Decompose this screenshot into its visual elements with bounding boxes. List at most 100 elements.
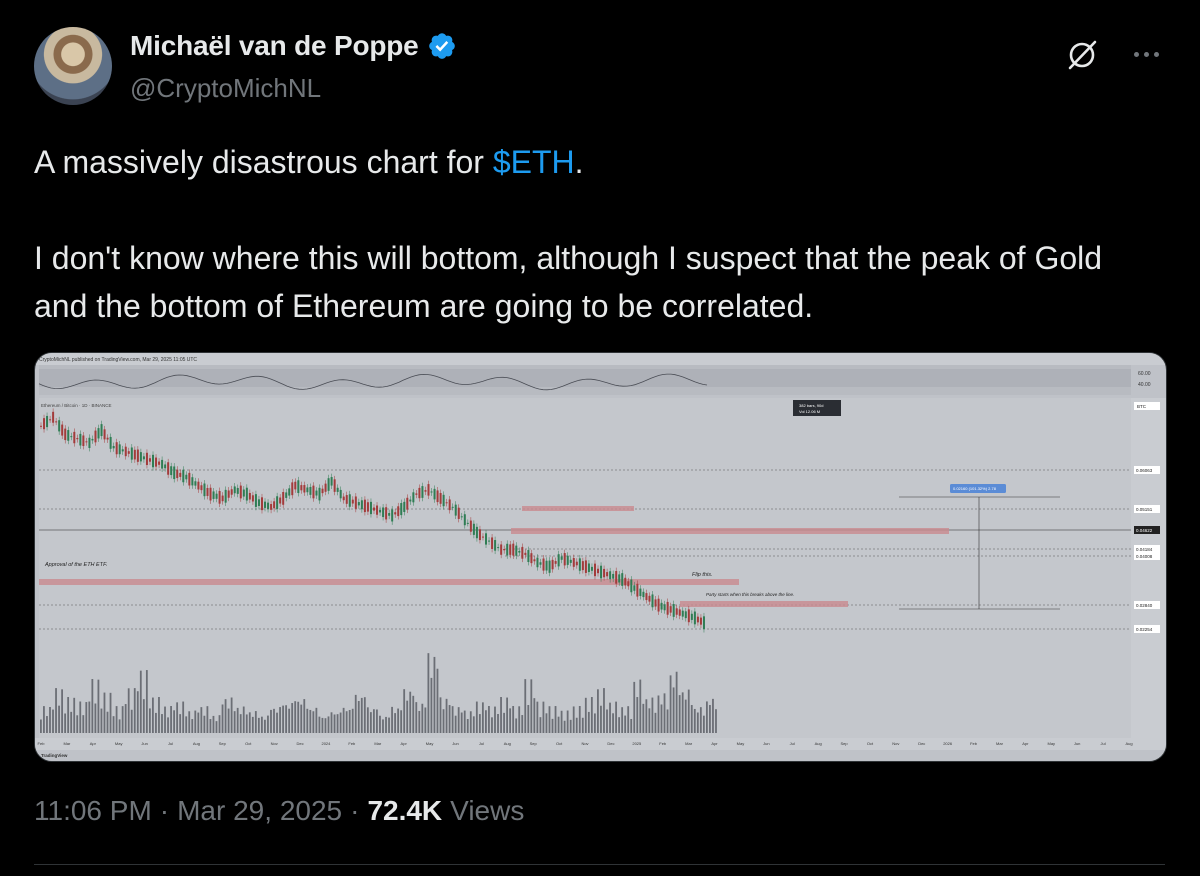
candle bbox=[200, 485, 203, 491]
post-date[interactable]: Mar 29, 2025 bbox=[177, 795, 343, 826]
volume-bar bbox=[684, 699, 687, 733]
candle bbox=[542, 558, 545, 571]
candle bbox=[512, 543, 515, 556]
candle bbox=[612, 573, 615, 579]
x-axis-label: Sep bbox=[530, 741, 538, 746]
author-display-name[interactable]: Michaël van de Poppe bbox=[130, 30, 419, 61]
candle bbox=[179, 472, 182, 477]
volume-bar bbox=[675, 671, 678, 733]
candle bbox=[330, 477, 333, 486]
x-axis-label: Oct bbox=[867, 741, 874, 746]
x-axis-label: Feb bbox=[348, 741, 356, 746]
volume-bar bbox=[324, 718, 327, 733]
candle bbox=[672, 604, 675, 617]
candle bbox=[363, 499, 366, 513]
x-axis-label: Nov bbox=[892, 741, 899, 746]
volume-bar bbox=[530, 679, 533, 733]
candle bbox=[245, 487, 248, 501]
price-label-box bbox=[1134, 545, 1160, 553]
author-handle[interactable]: @CryptoMichNL bbox=[130, 73, 322, 103]
volume-bar bbox=[439, 697, 442, 733]
candle bbox=[176, 469, 179, 479]
candle bbox=[699, 617, 702, 625]
volume-bar bbox=[618, 717, 621, 733]
volume-bar bbox=[73, 697, 76, 733]
candle bbox=[485, 533, 488, 545]
volume-bar bbox=[179, 714, 182, 733]
avatar[interactable] bbox=[34, 27, 112, 105]
volume-bar bbox=[136, 691, 139, 733]
price-label-box bbox=[1134, 625, 1160, 633]
candle bbox=[64, 428, 67, 441]
measure-label: 0.02160 (101.32%) 2.78 bbox=[953, 486, 997, 491]
cashtag-link[interactable]: $ETH bbox=[492, 144, 575, 180]
volume-bar bbox=[454, 715, 457, 733]
volume-bar bbox=[445, 698, 448, 733]
candle bbox=[142, 456, 145, 460]
candle bbox=[548, 560, 551, 573]
vol-info: Vol 12.06 M bbox=[799, 409, 820, 414]
candle bbox=[600, 565, 603, 579]
volume-bar bbox=[376, 709, 378, 733]
volume-bar bbox=[615, 701, 617, 733]
volume-bar bbox=[70, 711, 73, 733]
candle bbox=[572, 558, 575, 567]
candle bbox=[373, 507, 375, 511]
volume-bar bbox=[61, 689, 63, 733]
post-time[interactable]: 11:06 PM bbox=[34, 795, 152, 826]
candle bbox=[145, 452, 148, 466]
volume-bar bbox=[397, 708, 400, 733]
x-axis-label: Jun bbox=[141, 741, 147, 746]
volume-bar bbox=[109, 692, 112, 733]
volume-bar bbox=[363, 697, 366, 733]
candle bbox=[279, 497, 282, 504]
candle bbox=[424, 490, 427, 492]
volume-bar bbox=[706, 701, 708, 733]
candle bbox=[97, 428, 100, 439]
volume-bar bbox=[170, 706, 172, 733]
volume-bar bbox=[512, 706, 515, 733]
price-label: 0.05151 bbox=[1136, 507, 1153, 512]
volume-bar bbox=[354, 694, 357, 733]
candle bbox=[130, 447, 133, 460]
candle bbox=[257, 499, 260, 506]
candle bbox=[609, 571, 612, 580]
volume-bar bbox=[609, 702, 611, 733]
candle bbox=[109, 436, 112, 449]
price-label: 0.06063 bbox=[1136, 468, 1153, 473]
chart-image[interactable]: CryptoMichNL published on TradingView.co… bbox=[34, 352, 1167, 762]
candle bbox=[524, 552, 527, 555]
candle bbox=[506, 543, 509, 556]
volume-bar bbox=[672, 687, 675, 733]
volume-bar bbox=[636, 697, 639, 733]
candle bbox=[633, 585, 636, 591]
volume-bar bbox=[572, 706, 575, 733]
verified-badge-icon[interactable] bbox=[427, 31, 457, 61]
candle bbox=[227, 490, 230, 498]
volume-bar bbox=[491, 717, 493, 733]
volume-bar bbox=[418, 710, 421, 733]
candle bbox=[297, 480, 300, 494]
grok-icon[interactable] bbox=[1064, 37, 1100, 73]
candle bbox=[185, 474, 188, 480]
volume-bars bbox=[40, 653, 717, 733]
volume-bar bbox=[497, 714, 499, 733]
volume-bar bbox=[339, 712, 342, 733]
candle bbox=[76, 438, 79, 440]
volume-bar bbox=[699, 707, 702, 733]
breakout-zone bbox=[680, 601, 848, 607]
x-axis-label: Jun bbox=[1074, 741, 1080, 746]
volume-bar bbox=[79, 701, 82, 733]
more-options-icon[interactable] bbox=[1128, 44, 1164, 64]
candle bbox=[239, 485, 242, 499]
candle bbox=[206, 488, 209, 496]
x-axis-label: Sep bbox=[219, 741, 227, 746]
candle bbox=[369, 501, 372, 515]
x-axis-label: Sep bbox=[840, 741, 848, 746]
volume-bar bbox=[233, 711, 236, 733]
tweet-paragraph-2: I don't know where this will bottom, alt… bbox=[34, 240, 1103, 324]
candle bbox=[236, 487, 239, 494]
candle bbox=[445, 502, 448, 504]
candle bbox=[118, 444, 121, 455]
x-axis-label: May bbox=[737, 741, 745, 746]
